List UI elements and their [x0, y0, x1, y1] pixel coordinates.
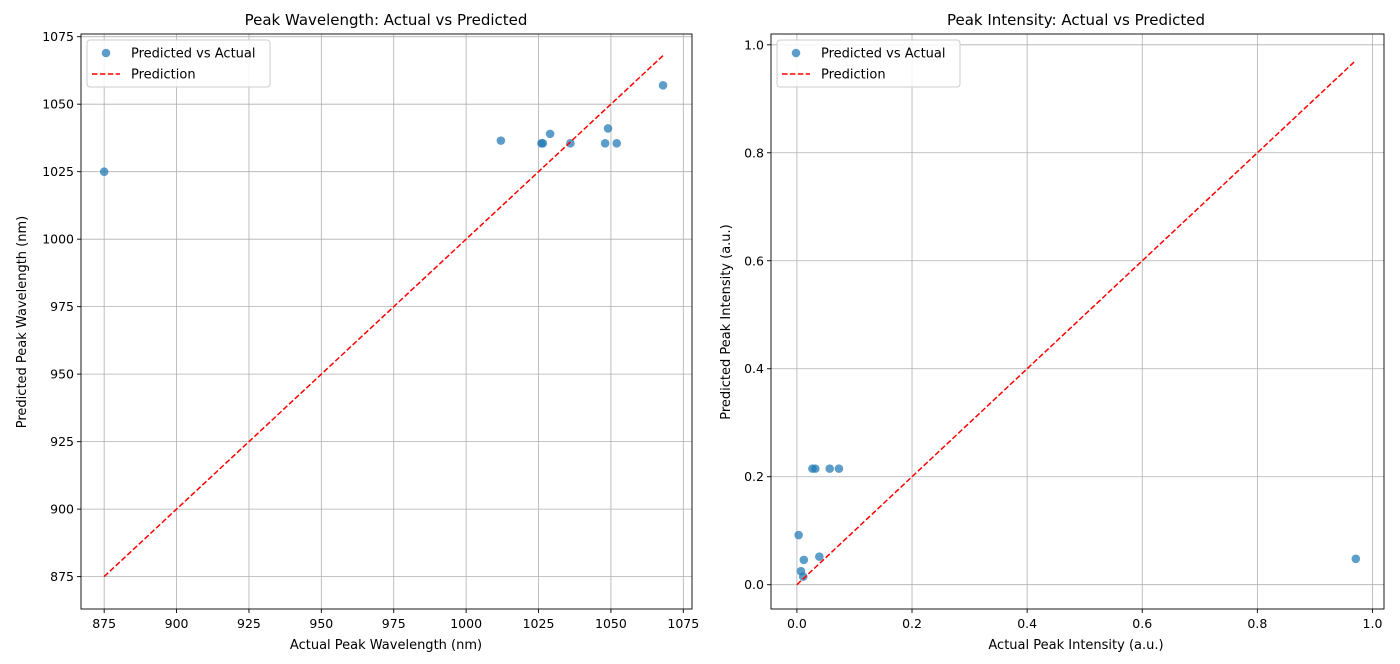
y-tick-label: 0.2 — [744, 469, 764, 484]
legend-point-marker — [101, 48, 111, 58]
legend-box — [86, 39, 271, 88]
y-axis-label: Predicted Peak Wavelength (nm) — [15, 216, 30, 428]
data-point — [815, 552, 824, 561]
y-tick-label: 0.6 — [744, 253, 764, 268]
legend-label: Prediction — [131, 68, 196, 83]
legend: Predicted vs Actual Prediction — [776, 39, 961, 88]
data-point — [799, 555, 809, 565]
y-tick-label: 1050 — [42, 97, 74, 112]
x-tick-label: 875 — [92, 616, 116, 631]
legend-box — [776, 39, 961, 88]
y-tick-label: 950 — [50, 367, 74, 382]
legend-label: Prediction — [821, 68, 886, 83]
wavelength-chart: Peak Wavelength: Actual vs Predicted Act… — [15, 11, 699, 653]
x-tick-label: 900 — [165, 616, 189, 631]
y-axis-label: Predicted Peak Intensity (a.u.) — [719, 224, 734, 420]
y-tick-label: 1075 — [42, 29, 74, 44]
data-point — [545, 129, 555, 139]
x-tick-label: 1.0 — [1363, 616, 1383, 631]
x-axis-label: Actual Peak Wavelength (nm) — [290, 638, 482, 653]
legend-label: Predicted vs Actual — [821, 47, 945, 62]
data-point — [1351, 554, 1361, 564]
intensity-chart: Peak Intensity: Actual vs Predicted Actu… — [719, 11, 1385, 653]
data-point — [658, 80, 668, 90]
prediction-line — [796, 59, 1357, 586]
legend-point-marker — [791, 48, 801, 58]
chart-title: Peak Wavelength: Actual vs Predicted — [245, 11, 528, 29]
x-axis-label: Actual Peak Intensity (a.u.) — [988, 638, 1163, 653]
data-point — [538, 139, 548, 148]
x-tick-label: 0.2 — [902, 616, 922, 631]
y-tick-label: 1.0 — [744, 37, 764, 52]
data-point — [566, 139, 575, 148]
y-tick-label: 975 — [50, 299, 74, 314]
data-point — [600, 139, 610, 148]
x-tick-label: 975 — [382, 616, 406, 631]
y-tick-label: 1025 — [42, 164, 74, 179]
plot-frame — [770, 33, 1385, 610]
x-tick-label: 0.6 — [1132, 616, 1152, 631]
x-tick-label: 0.8 — [1247, 616, 1267, 631]
prediction-line — [103, 55, 664, 578]
chart-title: Peak Intensity: Actual vs Predicted — [947, 11, 1205, 29]
data-point — [834, 464, 844, 473]
y-tick-label: 0.0 — [744, 577, 764, 592]
x-tick-label: 0.0 — [787, 616, 807, 631]
y-tick-label: 925 — [50, 434, 74, 449]
y-tick-label: 900 — [50, 502, 74, 517]
x-tick-label: 1075 — [667, 616, 699, 631]
x-tick-label: 1025 — [523, 616, 555, 631]
plot-frame — [80, 33, 693, 610]
data-point — [99, 167, 109, 176]
data-point — [798, 572, 808, 581]
x-tick-label: 0.4 — [1017, 616, 1037, 631]
x-tick-label: 1000 — [450, 616, 482, 631]
x-tick-label: 950 — [309, 616, 333, 631]
y-tick-label: 875 — [50, 569, 74, 584]
x-tick-label: 1050 — [595, 616, 627, 631]
y-tick-label: 0.4 — [744, 361, 764, 376]
data-point — [825, 464, 835, 473]
data-point — [612, 139, 622, 148]
legend-label: Predicted vs Actual — [131, 47, 255, 62]
data-point — [794, 530, 803, 540]
data-point — [496, 136, 506, 145]
y-tick-label: 0.8 — [744, 145, 764, 160]
data-point — [811, 464, 820, 473]
legend: Predicted vs Actual Prediction — [86, 39, 271, 88]
x-tick-label: 925 — [237, 616, 261, 631]
data-point — [603, 124, 613, 133]
y-tick-label: 1000 — [42, 232, 74, 247]
